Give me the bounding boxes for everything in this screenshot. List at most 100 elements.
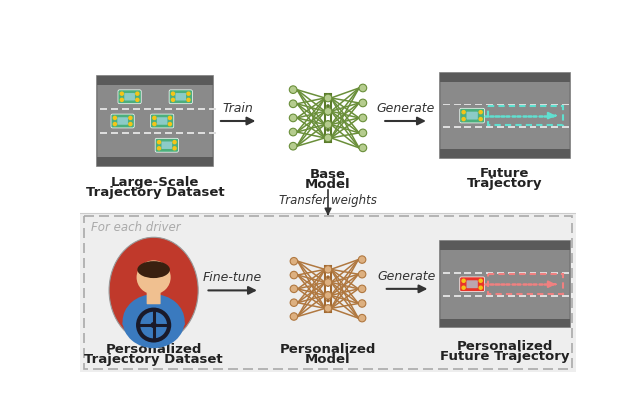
Circle shape <box>327 113 329 115</box>
FancyBboxPatch shape <box>443 126 450 127</box>
Circle shape <box>172 92 175 95</box>
Circle shape <box>290 285 298 293</box>
FancyBboxPatch shape <box>165 133 172 134</box>
FancyBboxPatch shape <box>118 90 141 104</box>
FancyBboxPatch shape <box>117 117 128 125</box>
Circle shape <box>289 114 297 122</box>
FancyBboxPatch shape <box>100 108 107 110</box>
Circle shape <box>462 117 465 121</box>
FancyBboxPatch shape <box>497 104 504 105</box>
FancyBboxPatch shape <box>497 295 504 296</box>
FancyBboxPatch shape <box>518 295 525 296</box>
FancyBboxPatch shape <box>143 133 150 134</box>
FancyBboxPatch shape <box>540 295 547 296</box>
FancyBboxPatch shape <box>100 133 107 134</box>
FancyBboxPatch shape <box>529 126 536 127</box>
Circle shape <box>479 279 482 282</box>
Circle shape <box>327 105 329 107</box>
Circle shape <box>359 84 367 92</box>
FancyBboxPatch shape <box>465 272 472 273</box>
Circle shape <box>324 121 332 128</box>
Circle shape <box>290 271 298 279</box>
FancyBboxPatch shape <box>325 265 331 312</box>
Circle shape <box>327 284 329 286</box>
FancyBboxPatch shape <box>187 108 194 110</box>
Circle shape <box>327 292 329 294</box>
FancyBboxPatch shape <box>551 104 558 105</box>
FancyBboxPatch shape <box>132 108 140 110</box>
Circle shape <box>168 122 172 126</box>
Circle shape <box>168 116 172 120</box>
FancyBboxPatch shape <box>562 272 569 273</box>
Circle shape <box>113 116 116 120</box>
FancyBboxPatch shape <box>132 133 140 134</box>
FancyBboxPatch shape <box>518 126 525 127</box>
FancyBboxPatch shape <box>518 104 525 105</box>
Circle shape <box>173 140 176 144</box>
Text: Trajectory Dataset: Trajectory Dataset <box>84 353 223 366</box>
FancyBboxPatch shape <box>476 295 482 296</box>
FancyBboxPatch shape <box>529 104 536 105</box>
FancyBboxPatch shape <box>508 126 515 127</box>
FancyBboxPatch shape <box>486 104 493 105</box>
FancyBboxPatch shape <box>486 295 493 296</box>
Circle shape <box>136 92 139 95</box>
FancyBboxPatch shape <box>150 114 174 128</box>
Circle shape <box>290 313 298 320</box>
Text: Transfer weights: Transfer weights <box>279 194 377 207</box>
Circle shape <box>358 314 366 322</box>
FancyBboxPatch shape <box>540 126 547 127</box>
Text: Future: Future <box>480 167 529 180</box>
Text: Personalized: Personalized <box>106 343 202 356</box>
FancyBboxPatch shape <box>124 93 135 100</box>
Circle shape <box>120 92 124 95</box>
FancyBboxPatch shape <box>122 133 129 134</box>
Circle shape <box>172 98 175 102</box>
FancyBboxPatch shape <box>187 133 194 134</box>
Text: Trajectory: Trajectory <box>467 177 543 190</box>
FancyBboxPatch shape <box>440 73 570 82</box>
Circle shape <box>187 98 190 102</box>
FancyBboxPatch shape <box>562 126 569 127</box>
FancyBboxPatch shape <box>529 295 536 296</box>
Circle shape <box>359 99 367 107</box>
Circle shape <box>327 299 329 302</box>
Circle shape <box>479 117 482 121</box>
FancyBboxPatch shape <box>497 126 504 127</box>
FancyBboxPatch shape <box>454 126 461 127</box>
Circle shape <box>358 256 366 263</box>
FancyBboxPatch shape <box>454 272 461 273</box>
FancyBboxPatch shape <box>551 295 558 296</box>
Circle shape <box>136 260 171 294</box>
FancyBboxPatch shape <box>154 108 161 110</box>
FancyBboxPatch shape <box>169 90 193 104</box>
FancyBboxPatch shape <box>161 142 172 149</box>
FancyBboxPatch shape <box>486 272 493 273</box>
Circle shape <box>289 100 297 107</box>
FancyBboxPatch shape <box>476 104 482 105</box>
FancyBboxPatch shape <box>460 108 484 123</box>
Circle shape <box>187 92 190 95</box>
Circle shape <box>153 122 156 126</box>
FancyBboxPatch shape <box>443 272 450 273</box>
Circle shape <box>289 128 297 136</box>
FancyBboxPatch shape <box>440 241 570 250</box>
FancyBboxPatch shape <box>440 73 570 158</box>
FancyBboxPatch shape <box>562 104 569 105</box>
FancyBboxPatch shape <box>465 104 472 105</box>
FancyBboxPatch shape <box>440 150 570 158</box>
Text: Train: Train <box>223 102 253 115</box>
Circle shape <box>324 305 332 312</box>
Ellipse shape <box>138 261 170 278</box>
FancyBboxPatch shape <box>176 133 183 134</box>
Ellipse shape <box>169 316 185 327</box>
FancyBboxPatch shape <box>465 126 472 127</box>
Circle shape <box>479 111 482 114</box>
Text: Model: Model <box>305 178 351 191</box>
Ellipse shape <box>123 294 184 348</box>
Text: For each driver: For each driver <box>91 221 180 234</box>
Text: Personalized: Personalized <box>280 343 376 356</box>
FancyBboxPatch shape <box>157 117 168 125</box>
FancyBboxPatch shape <box>440 241 570 327</box>
FancyBboxPatch shape <box>540 104 547 105</box>
